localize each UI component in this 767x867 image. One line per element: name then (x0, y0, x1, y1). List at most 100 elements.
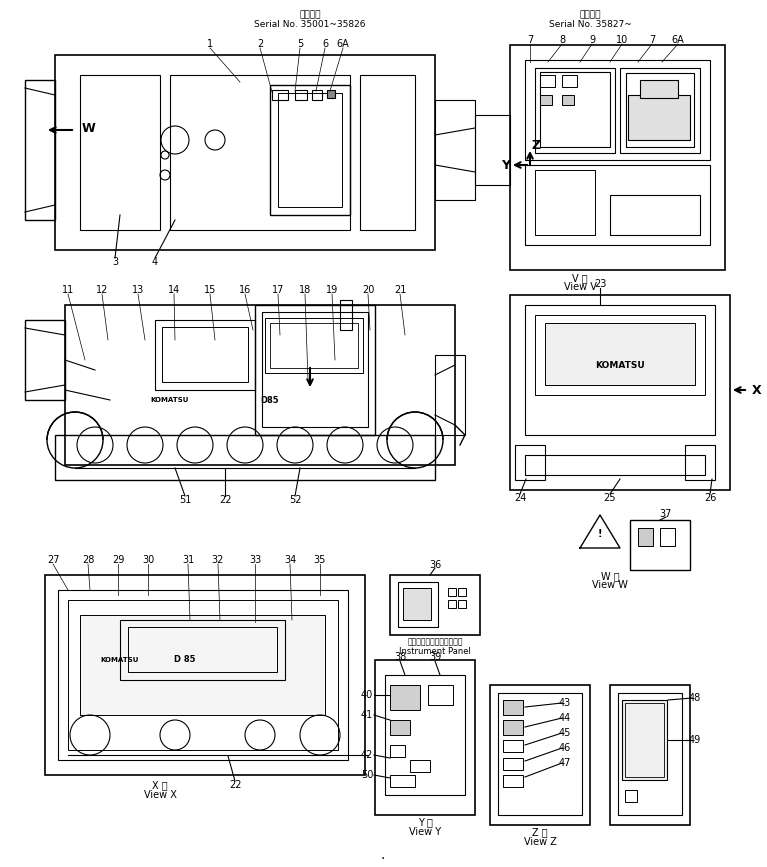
Bar (525, 455, 705, 475)
Text: 5: 5 (297, 39, 303, 49)
Text: 4: 4 (152, 257, 158, 267)
Bar (625, 703, 664, 777)
Bar (295, 90, 307, 100)
Text: !: ! (597, 529, 602, 539)
Text: W 視: W 視 (601, 571, 619, 581)
Text: X: X (752, 383, 762, 396)
Text: 22: 22 (219, 495, 231, 505)
Text: W: W (81, 121, 95, 134)
Text: D 85: D 85 (174, 655, 196, 664)
Text: 15: 15 (204, 285, 216, 295)
Text: 46: 46 (559, 743, 571, 753)
Text: 16: 16 (239, 285, 251, 295)
Text: 18: 18 (299, 285, 311, 295)
Text: 25: 25 (604, 493, 616, 503)
Bar (475, 115, 510, 185)
Text: 51: 51 (179, 495, 191, 505)
Bar (685, 445, 715, 480)
Text: 10: 10 (616, 35, 628, 45)
Text: 36: 36 (429, 560, 441, 570)
Bar (80, 615, 325, 715)
Bar (525, 60, 710, 160)
Bar (625, 790, 637, 802)
Text: 13: 13 (132, 285, 144, 295)
Bar (618, 693, 682, 815)
Bar (65, 305, 455, 465)
Bar (626, 73, 694, 147)
Text: 6: 6 (322, 39, 328, 49)
Text: KOMATSU: KOMATSU (151, 397, 189, 403)
Bar (525, 305, 715, 435)
Text: 48: 48 (689, 693, 701, 703)
Text: Z 視: Z 視 (532, 827, 548, 837)
Bar (155, 320, 255, 390)
Bar (562, 75, 577, 87)
Bar (270, 323, 358, 368)
Bar (535, 315, 705, 395)
Bar (448, 600, 456, 608)
Text: 29: 29 (112, 555, 124, 565)
Bar (327, 90, 335, 98)
Text: インストゥルメントパネル: インストゥルメントパネル (407, 637, 463, 647)
Text: 3: 3 (112, 257, 118, 267)
Bar (262, 312, 368, 427)
Bar (435, 100, 475, 200)
Text: 31: 31 (182, 555, 194, 565)
Text: 7: 7 (649, 35, 655, 45)
Bar (503, 740, 523, 752)
Text: 39: 39 (429, 652, 441, 662)
Text: Serial No. 35001~35826: Serial No. 35001~35826 (254, 20, 366, 29)
Text: View W: View W (592, 580, 628, 590)
Text: Y: Y (502, 159, 511, 172)
Bar (410, 760, 430, 772)
Text: 37: 37 (660, 509, 672, 519)
Text: 適用号機: 適用号機 (579, 10, 601, 19)
Text: 28: 28 (82, 555, 94, 565)
Bar (55, 55, 435, 250)
Bar (398, 582, 438, 627)
Bar (458, 588, 466, 596)
Text: 52: 52 (288, 495, 301, 505)
Text: 41: 41 (361, 710, 373, 720)
Text: 42: 42 (360, 750, 374, 760)
Text: 9: 9 (589, 35, 595, 45)
Bar (360, 75, 415, 230)
Text: .: . (380, 848, 385, 862)
Bar (120, 620, 285, 680)
Text: 1: 1 (207, 39, 213, 49)
Bar (503, 700, 523, 715)
Text: 44: 44 (559, 713, 571, 723)
Text: 8: 8 (559, 35, 565, 45)
Bar (58, 590, 348, 760)
Text: 24: 24 (514, 493, 526, 503)
Bar (435, 355, 465, 435)
Text: 30: 30 (142, 555, 154, 565)
Bar (312, 90, 322, 100)
Bar (660, 528, 675, 546)
Bar (535, 68, 615, 153)
Bar (55, 435, 435, 480)
Text: Y 視: Y 視 (417, 817, 433, 827)
Bar (610, 195, 700, 235)
Bar (498, 693, 582, 815)
Text: 6A: 6A (337, 39, 350, 49)
Text: 11: 11 (62, 285, 74, 295)
Text: 35: 35 (314, 555, 326, 565)
Text: 適用号機: 適用号機 (299, 10, 321, 19)
Text: D85: D85 (261, 395, 279, 405)
Text: View Y: View Y (409, 827, 441, 837)
Bar (510, 295, 730, 490)
Bar (535, 170, 595, 235)
Text: 45: 45 (559, 728, 571, 738)
Bar (503, 720, 523, 735)
Bar (448, 588, 456, 596)
Bar (265, 318, 363, 373)
Bar (458, 600, 466, 608)
Text: 43: 43 (559, 698, 571, 708)
Bar (545, 323, 695, 385)
Bar (45, 575, 365, 775)
Text: 50: 50 (360, 770, 374, 780)
Bar (503, 775, 523, 787)
Text: 47: 47 (559, 758, 571, 768)
Text: X 視: X 視 (152, 780, 168, 790)
